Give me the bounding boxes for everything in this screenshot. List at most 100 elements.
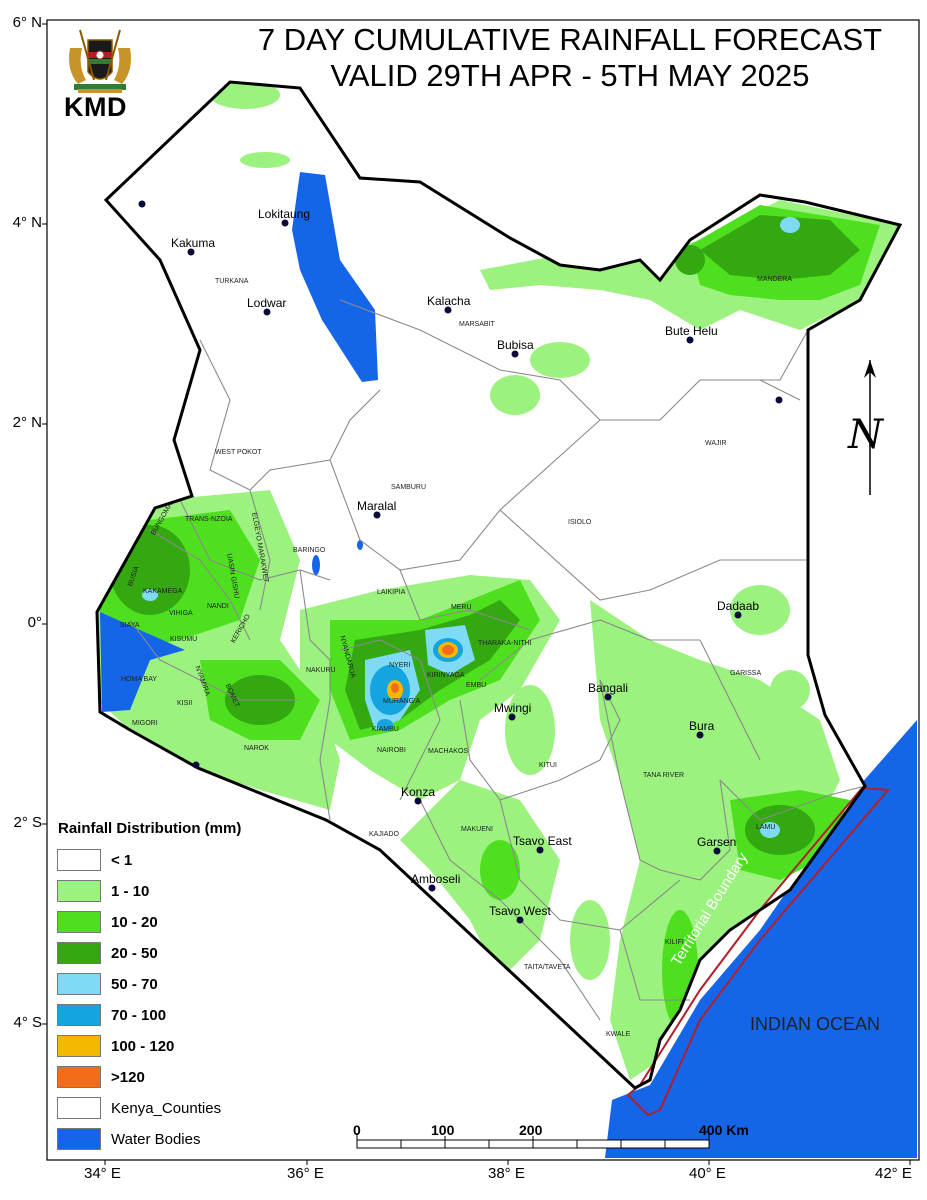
legend-title: Rainfall Distribution (mm) — [58, 820, 242, 837]
county-label: HOMA BAY — [121, 676, 158, 683]
legend-label: Kenya_Counties — [111, 1099, 222, 1117]
lat-label: 0° — [27, 614, 42, 631]
county-label: MARSABIT — [459, 321, 495, 328]
legend-item: 20 - 50 — [57, 941, 158, 965]
legend-label: 50 - 70 — [111, 975, 158, 993]
county-label: KAJIADO — [369, 831, 399, 838]
county-label: TURKANA — [215, 278, 249, 285]
county-label: GARISSA — [730, 670, 762, 677]
legend-swatch — [57, 911, 101, 933]
town-markers — [138, 200, 783, 924]
lat-label: 2° S — [13, 814, 42, 831]
county-label: WAJIR — [705, 440, 727, 447]
town-label: Garsen — [697, 835, 737, 849]
town-label: Bura — [689, 719, 715, 733]
legend-swatch — [57, 880, 101, 902]
rainfall-layer — [97, 82, 900, 1088]
north-letter: N — [848, 412, 883, 458]
town-label: Bangali — [588, 681, 629, 695]
scale-label: 400 Km — [699, 1122, 749, 1138]
north-arrow — [864, 360, 876, 495]
legend-item: < 1 — [57, 848, 132, 872]
legend-swatch — [57, 973, 101, 995]
legend-label: >120 — [111, 1068, 145, 1086]
county-label: MERU — [451, 604, 472, 611]
county-label: NYERI — [389, 662, 411, 669]
legend-swatch — [57, 942, 101, 964]
county-label: NANDI — [207, 603, 229, 610]
legend-swatch — [57, 1004, 101, 1026]
town-label: Bubisa — [497, 338, 534, 352]
county-label: KISUMU — [170, 636, 198, 643]
legend-item: >120 — [57, 1065, 145, 1089]
legend-item: 10 - 20 — [57, 910, 158, 934]
map-title-line-2: VALID 29TH APR - 5TH MAY 2025 — [330, 58, 810, 93]
lon-label: 42° E — [875, 1165, 912, 1182]
county-label: KISII — [177, 700, 193, 707]
lat-label: 4° N — [12, 214, 42, 231]
town-label: Konza — [401, 785, 436, 799]
county-label: NAROK — [244, 745, 269, 752]
axis-ticks — [42, 23, 911, 1165]
legend-item: 100 - 120 — [57, 1034, 174, 1058]
legend-swatch — [57, 849, 101, 871]
legend-item: 1 - 10 — [57, 879, 149, 903]
territorial-boundary-line — [626, 786, 891, 1117]
legend-label: 10 - 20 — [111, 913, 158, 931]
county-label: KILIFI — [665, 939, 684, 946]
town-label: Tsavo East — [513, 834, 572, 848]
county-label: KWALE — [606, 1031, 631, 1038]
county-label: MAKUENI — [461, 826, 493, 833]
county-label: SAMBURU — [391, 484, 427, 491]
water-bodies — [100, 172, 378, 712]
lon-label: 40° E — [689, 1165, 726, 1182]
county-label: VIHIGA — [169, 610, 193, 617]
legend-swatch — [57, 1097, 101, 1119]
lon-label: 38° E — [488, 1165, 525, 1182]
town-label: Amboseli — [411, 872, 461, 886]
town-label: Kakuma — [171, 236, 216, 250]
county-label: MIGORI — [132, 720, 158, 727]
legend-label: 1 - 10 — [111, 882, 150, 900]
scale-label: 100 — [431, 1122, 455, 1138]
town-label: Lodwar — [247, 296, 287, 310]
lat-label: 6° N — [12, 14, 42, 31]
county-label: KIRINYAGA — [427, 672, 465, 679]
lat-label: 2° N — [12, 414, 42, 431]
legend-item: Kenya_Counties — [57, 1096, 221, 1120]
kmd-logo-text: KMD — [64, 92, 127, 122]
lat-label: 4° S — [13, 1014, 42, 1031]
legend-label: 70 - 100 — [111, 1006, 167, 1024]
county-label: NAKURU — [306, 667, 336, 674]
kenya-border — [95, 80, 903, 1090]
town-label: Maralal — [357, 499, 397, 513]
legend-label: Water Bodies — [111, 1130, 201, 1148]
town-label: Tsavo West — [489, 904, 551, 918]
county-label: WEST POKOT — [215, 449, 262, 456]
county-label: MURANG'A — [383, 698, 421, 705]
legend-swatch — [57, 1035, 101, 1057]
town-label: Mwingi — [494, 701, 532, 715]
county-label: NAIROBI — [377, 747, 406, 754]
town-label: Kalacha — [427, 294, 471, 308]
lon-label: 34° E — [84, 1165, 121, 1182]
county-label: MANDERA — [757, 276, 793, 283]
legend-item: 50 - 70 — [57, 972, 158, 996]
legend-item: Water Bodies — [57, 1127, 200, 1151]
county-label: KAKAMEGA — [143, 588, 183, 595]
lon-label: 36° E — [287, 1165, 324, 1182]
town-label: Bute Helu — [665, 324, 718, 338]
kenya-coat-of-arms-logo — [69, 29, 131, 93]
county-label: KIAMBU — [372, 726, 399, 733]
county-boundaries — [129, 299, 866, 1021]
county-label: KITUI — [539, 762, 557, 769]
town-label: Dadaab — [717, 599, 760, 613]
county-label: THARAKA-NITHI — [478, 640, 532, 647]
ocean-label: INDIAN OCEAN — [750, 1014, 881, 1034]
legend-label: < 1 — [111, 851, 133, 869]
legend-label: 20 - 50 — [111, 944, 158, 962]
county-label: ISIOLO — [568, 519, 592, 526]
county-label: TAITA/TAVETA — [524, 964, 571, 971]
legend-swatch — [57, 1066, 101, 1088]
